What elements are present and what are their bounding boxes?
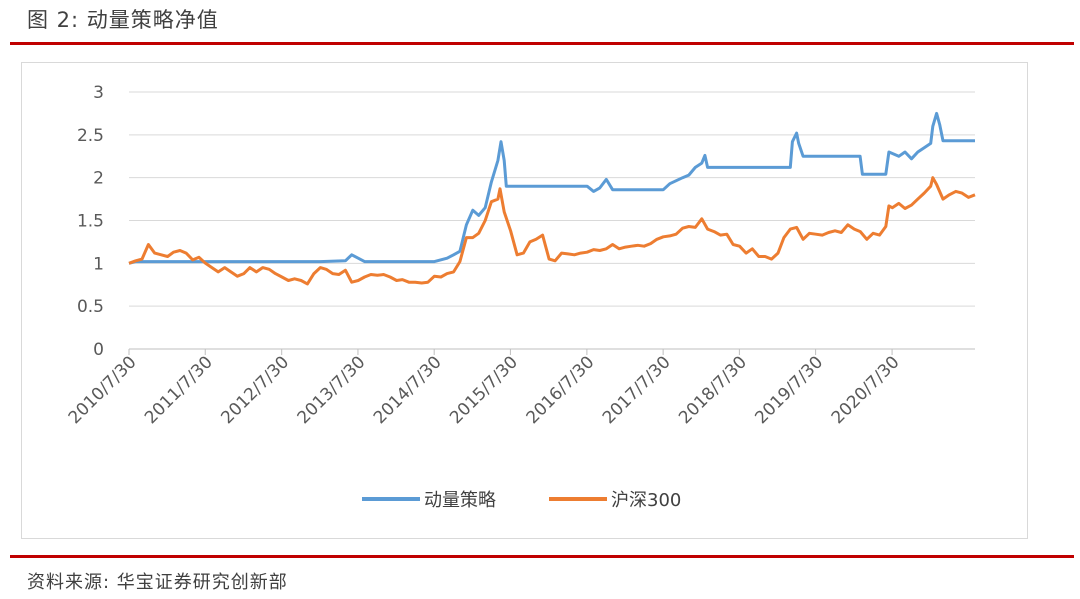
x-tick-label: 2012/7/30: [217, 352, 293, 428]
chart-frame: 0 0.5 1 1.5 2 2.5 3 2010/7/30 2011/7/30 2012/7/30…: [21, 62, 1028, 539]
x-tick-label: 2014/7/30: [370, 352, 446, 428]
legend-label: 沪深300: [611, 490, 681, 511]
x-tick-label: 2016/7/30: [523, 352, 599, 428]
y-tick-label: 2: [93, 169, 104, 189]
series-line-momentum: [128, 111, 975, 265]
x-tick-label: 2019/7/30: [751, 352, 827, 428]
y-tick-label: 3: [93, 83, 104, 103]
y-tick-label: 0.5: [77, 297, 104, 317]
net-value-chart: 0 0.5 1 1.5 2 2.5 3 2010/7/30 2011/7/30 2012/7/30…: [65, 83, 976, 511]
y-tick-label: 0: [93, 340, 104, 360]
x-tick-label: 2013/7/30: [294, 352, 370, 428]
x-tick-label: 2010/7/30: [65, 352, 141, 428]
source-note: 资料来源: 华宝证券研究创新部: [27, 572, 288, 593]
y-tick-label: 2.5: [77, 126, 104, 146]
y-tick-label: 1: [93, 254, 104, 274]
x-tick-label: 2011/7/30: [141, 352, 217, 428]
source-rule: [10, 555, 1074, 558]
title-rule: [10, 42, 1074, 45]
series-line-csi300: [128, 176, 976, 286]
x-tick-label: 2020/7/30: [828, 352, 904, 428]
legend-label: 动量策略: [424, 490, 496, 511]
x-tick-label: 2015/7/30: [446, 352, 522, 428]
figure-title: 图 2: 动量策略净值: [27, 8, 219, 32]
x-tick-label: 2018/7/30: [675, 352, 751, 428]
y-tick-label: 1.5: [77, 212, 104, 232]
x-tick-label: 2017/7/30: [599, 352, 675, 428]
